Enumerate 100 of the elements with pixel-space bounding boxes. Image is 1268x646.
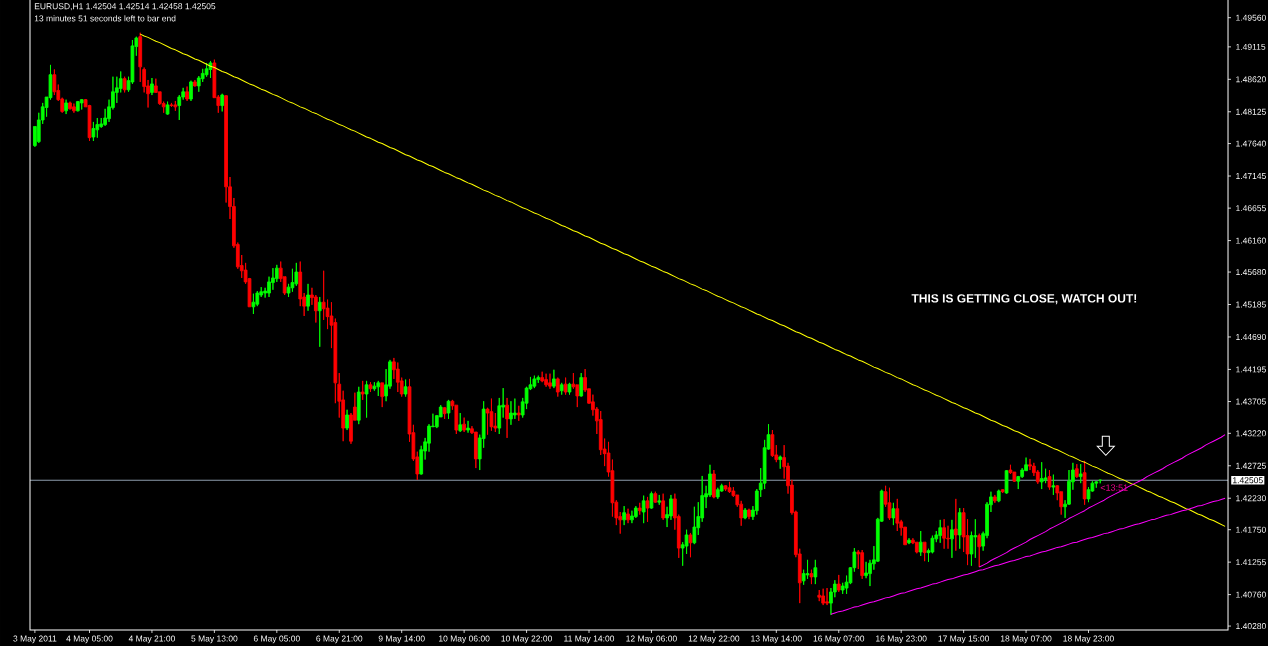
candlestick [505,397,509,439]
candlestick [1082,460,1087,506]
candlestick [516,405,521,422]
candlestick [895,498,900,532]
x-tick-label: 11 May 14:00 [564,635,615,644]
candlestick [555,377,560,398]
candlestick [907,537,911,545]
x-tick-label: 3 May 2011 [13,635,57,644]
x-tick-label: 4 May 05:00 [66,635,113,644]
candlestick [637,502,642,516]
y-tick-label: 1.46655 [1236,205,1266,212]
candlestick [688,532,693,558]
x-tick-label: 18 May 23:00 [1063,635,1114,644]
candlestick [770,429,775,458]
candlestick [633,505,638,519]
candlestick [809,569,814,585]
annotation: <13:51 [1100,484,1128,491]
candlestick [364,380,369,419]
candlestick [996,489,1001,503]
candlestick [68,101,72,110]
candlestick [1039,461,1044,490]
candlestick [1078,463,1083,484]
candlestick [922,541,927,562]
candlestick [1074,463,1079,479]
candlestick [778,455,783,470]
y-tick-label: 1.48620 [1236,76,1266,83]
candlestick [891,502,896,526]
y-tick-label: 1.47640 [1236,140,1266,147]
y-tick-label: 1.42230 [1236,495,1266,502]
x-tick-label: 17 May 15:00 [938,635,990,644]
candlestick [509,400,513,426]
candlestick [657,494,662,506]
y-tick-label: 1.43705 [1236,398,1266,405]
candlestick [630,510,634,524]
candlestick [72,103,76,114]
x-tick-label: 5 May 13:00 [191,635,238,644]
candlestick [1047,469,1052,491]
y-tick-label: 1.44690 [1236,333,1266,340]
candlestick [817,589,822,602]
candlestick [1051,474,1056,496]
x-tick-label: 12 May 22:00 [688,635,740,644]
x-tick-label: 6 May 21:00 [316,635,363,644]
candlestick [540,371,545,383]
text: 13 minutes 51 seconds left to bar end [34,15,176,22]
candlestick [727,481,732,494]
candlestick [165,101,170,116]
x-tick-label: 4 May 21:00 [128,635,175,644]
y-tick-label: 1.42725 [1236,462,1266,469]
x-tick-label: 18 May 07:00 [1000,635,1052,644]
y-tick-label: 1.46160 [1236,237,1266,244]
candlestick [185,86,189,102]
candlestick [645,496,650,523]
candlestick [712,469,716,499]
candlestick [622,505,626,526]
candlestick [1094,480,1099,489]
ref-line-label: 1.42505 [1233,477,1263,484]
y-tick-label: 1.44195 [1236,366,1266,373]
candlestick [345,409,349,431]
candlestick [360,380,365,401]
candlestick [977,533,982,568]
candlestick [1004,469,1009,495]
candlestick [306,283,310,312]
candlestick [150,77,154,96]
candlestick [489,398,494,432]
candlestick [75,100,80,112]
candlestick [938,519,943,544]
candlestick [1098,479,1103,484]
candlestick [993,494,997,504]
candlestick [825,587,829,606]
y-tick-label: 1.48125 [1236,108,1266,115]
candlestick [918,530,923,557]
candlestick [552,369,556,389]
candlestick [723,484,728,492]
candlestick [173,100,178,112]
candlestick [189,80,193,102]
x-tick-label: 16 May 23:00 [876,635,927,644]
candlestick [567,382,572,396]
candlestick [548,373,552,390]
y-tick-label: 1.47145 [1236,173,1266,179]
candlestick [220,93,225,112]
candlestick [532,375,537,389]
candlestick [95,117,100,139]
candlestick [91,121,96,142]
candlestick [454,404,459,435]
candlestick [193,79,197,87]
x-tick-label: 10 May 22:00 [501,635,552,644]
candlestick [957,507,962,550]
candlestick [641,495,646,524]
y-tick-label: 1.41750 [1236,526,1266,533]
candlestick [376,380,381,397]
y-tick-label: 1.41255 [1236,559,1266,566]
candlestick [64,99,68,115]
candlestick [953,498,958,552]
candlestick [821,588,825,606]
candlestick [372,381,377,392]
x-tick-label: 6 May 05:00 [253,635,300,644]
candlestick [747,508,751,520]
candlestick [559,382,564,396]
candlestick [79,98,84,110]
x-tick-label: 9 May 14:00 [378,635,425,644]
